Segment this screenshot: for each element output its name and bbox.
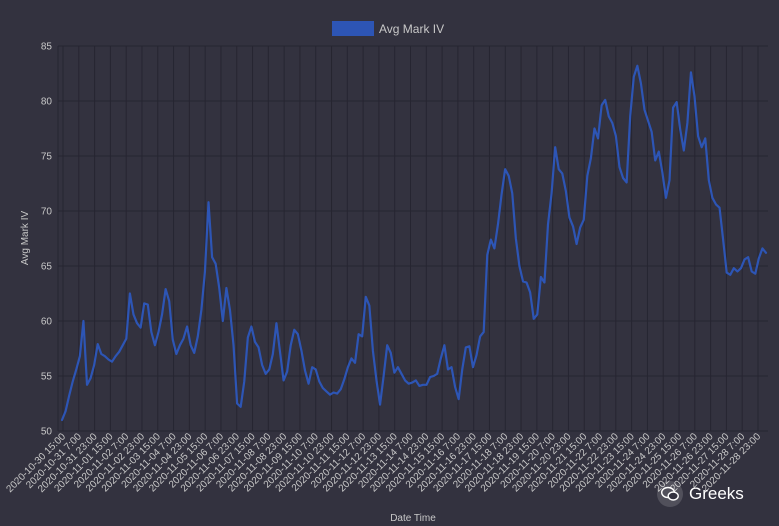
y-tick-label: 65 [41, 262, 53, 273]
y-tick-label: 50 [41, 427, 53, 438]
watermark: Greeks [657, 481, 744, 507]
y-tick-label: 80 [41, 97, 53, 108]
series-line-avg-mark-iv [60, 64, 768, 422]
y-tick-label: 85 [41, 42, 53, 53]
wechat-icon [657, 481, 683, 507]
series-layer [60, 64, 768, 422]
legend-swatch [332, 21, 374, 36]
legend-label: Avg Mark IV [379, 22, 444, 36]
legend[interactable]: Avg Mark IV [332, 21, 444, 36]
y-tick-label: 60 [41, 317, 53, 328]
x-axis-title: Date Time [390, 513, 436, 524]
y-axis-title: Avg Mark IV [20, 211, 31, 266]
y-tick-label: 70 [41, 207, 53, 218]
watermark-text: Greeks [689, 484, 744, 503]
y-tick-label: 75 [41, 152, 53, 163]
y-tick-label: 55 [41, 372, 53, 383]
